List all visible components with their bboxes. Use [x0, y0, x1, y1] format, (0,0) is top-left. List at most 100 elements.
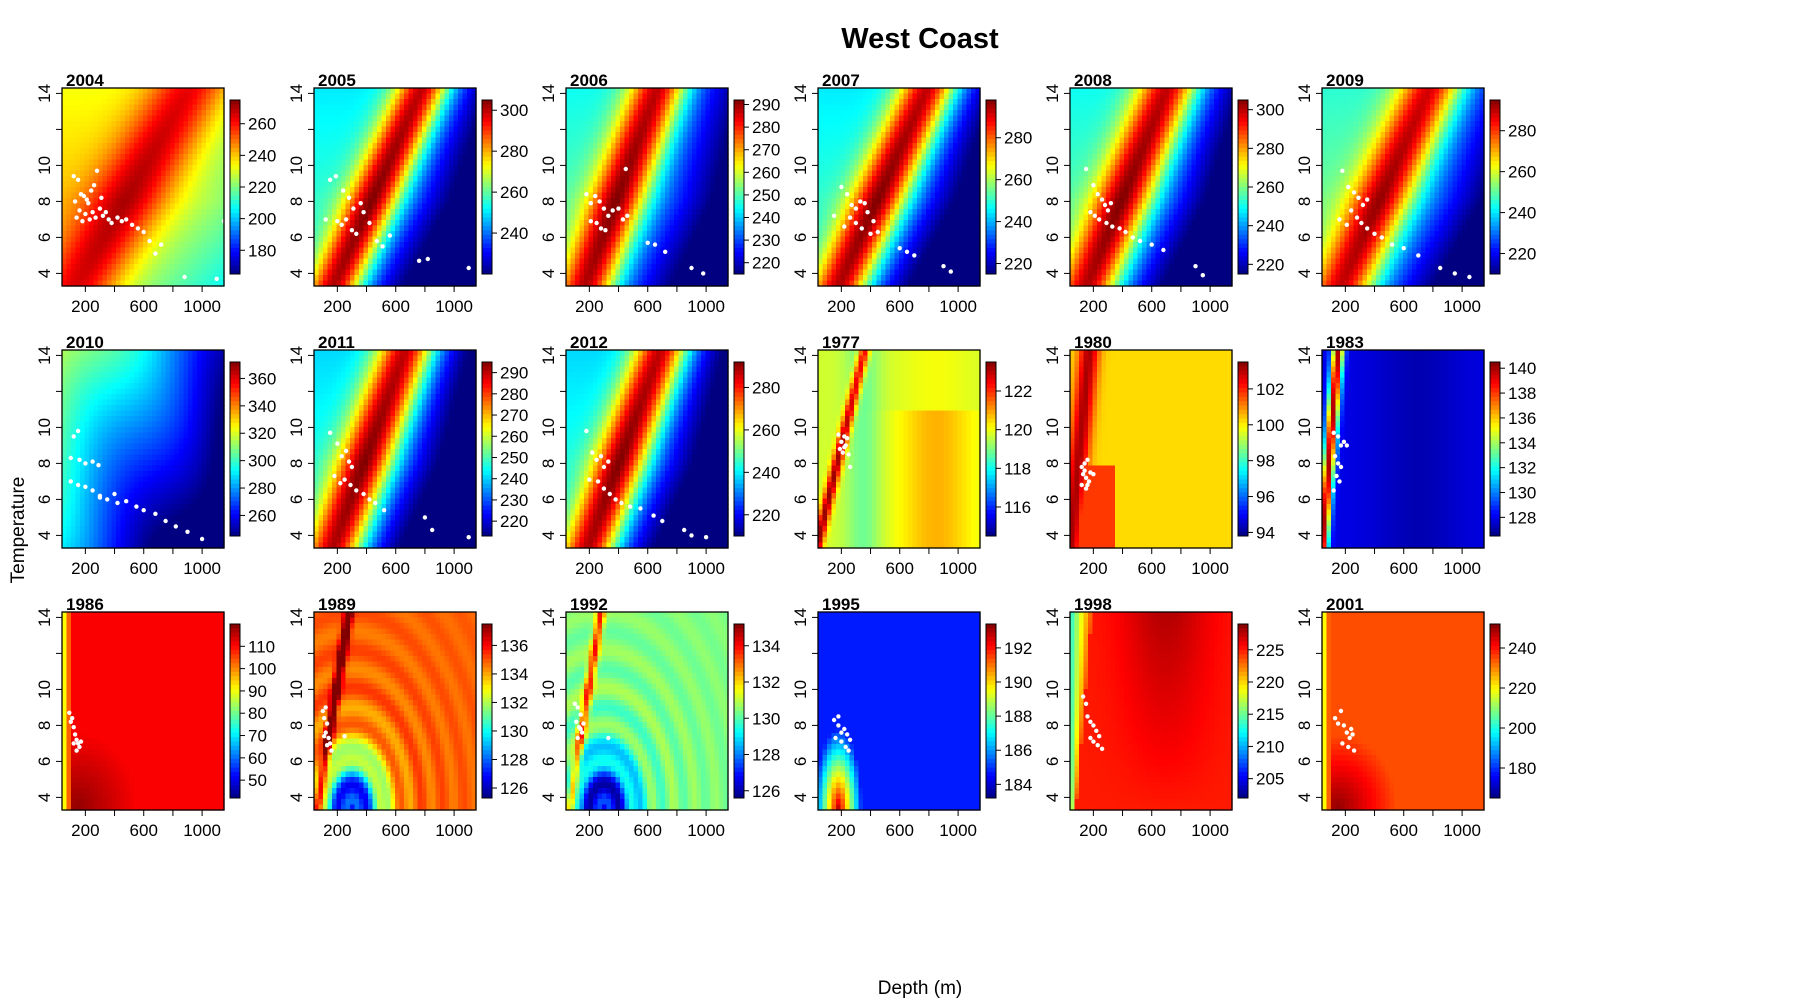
data-point: [83, 212, 87, 216]
colorbar-segment: [482, 178, 492, 183]
colorbar-segment: [482, 506, 492, 511]
colorbar-tick-label: 132: [500, 693, 528, 712]
colorbar-segment: [230, 458, 240, 463]
colorbar-segment: [734, 466, 744, 471]
colorbar-segment: [1238, 257, 1248, 262]
colorbar-segment: [734, 628, 744, 633]
colorbar-segment: [734, 362, 744, 367]
colorbar-segment: [1238, 501, 1248, 506]
data-point: [912, 253, 916, 257]
colorbar-tick-label: 360: [248, 369, 276, 388]
colorbar-segment: [230, 226, 240, 231]
x-tick-label: 200: [575, 821, 603, 840]
colorbar-segment: [230, 471, 240, 476]
data-point: [1438, 266, 1442, 270]
colorbar-segment: [230, 157, 240, 162]
colorbar-segment: [482, 135, 492, 140]
colorbar-segment: [1238, 527, 1248, 532]
heatmap-cells: [1070, 350, 1233, 549]
data-point: [69, 456, 73, 460]
colorbar-segment: [230, 196, 240, 201]
colorbar-segment: [986, 436, 996, 441]
colorbar-segment: [230, 689, 240, 694]
data-point: [1352, 748, 1356, 752]
colorbar-segment: [230, 231, 240, 236]
colorbar-segment: [734, 479, 744, 484]
colorbar-segment: [230, 139, 240, 144]
colorbar-segment: [482, 484, 492, 489]
colorbar-segment: [1490, 506, 1500, 511]
colorbar-segment: [230, 493, 240, 498]
data-point: [83, 461, 87, 465]
colorbar-segment: [1238, 187, 1248, 192]
colorbar-segment: [986, 375, 996, 380]
colorbar-segment: [1490, 204, 1500, 209]
colorbar-segment: [1490, 231, 1500, 236]
data-point: [606, 214, 610, 218]
y-tick-label: 6: [1295, 495, 1314, 504]
colorbar-tick-label: 290: [500, 364, 528, 383]
colorbar-segment: [986, 204, 996, 209]
data-point: [1150, 242, 1154, 246]
colorbar-segment: [1490, 746, 1500, 751]
colorbar-segment: [1490, 148, 1500, 153]
data-point: [124, 499, 128, 503]
colorbar-segment: [1490, 484, 1500, 489]
data-point: [1336, 721, 1340, 725]
colorbar-segment: [482, 174, 492, 179]
colorbar-segment: [986, 406, 996, 411]
data-point: [1096, 743, 1100, 747]
colorbar-segment: [230, 440, 240, 445]
colorbar-segment: [734, 165, 744, 170]
data-point: [1345, 443, 1349, 447]
colorbar-segment: [1490, 681, 1500, 686]
colorbar-tick-label: 220: [1508, 679, 1536, 698]
colorbar-segment: [1490, 659, 1500, 664]
data-point: [574, 720, 578, 724]
colorbar-segment: [1238, 126, 1248, 131]
colorbar-segment: [482, 763, 492, 768]
colorbar-segment: [734, 244, 744, 249]
data-point: [67, 711, 71, 715]
colorbar-segment: [1238, 104, 1248, 109]
colorbar-segment: [230, 711, 240, 716]
colorbar-segment: [734, 100, 744, 105]
colorbar-segment: [986, 646, 996, 651]
colorbar-segment: [230, 720, 240, 725]
x-tick-label: 1000: [1191, 297, 1229, 316]
colorbar-segment: [230, 265, 240, 270]
data-point: [73, 732, 77, 736]
x-tick-label: 200: [1079, 559, 1107, 578]
data-point: [1088, 720, 1092, 724]
colorbar-segment: [1490, 707, 1500, 712]
colorbar-segment: [1238, 711, 1248, 716]
colorbar-segment: [1490, 109, 1500, 114]
colorbar-segment: [482, 213, 492, 218]
x-tick-label: 600: [130, 821, 158, 840]
colorbar-segment: [986, 217, 996, 222]
colorbar-segment: [1238, 130, 1248, 135]
x-tick-label: 200: [71, 297, 99, 316]
colorbar-segment: [1238, 488, 1248, 493]
y-tick-label: 14: [1295, 346, 1314, 365]
data-point: [120, 219, 124, 223]
x-tick-label: 600: [886, 821, 914, 840]
data-point: [704, 535, 708, 539]
colorbar-tick-label: 140: [1508, 359, 1536, 378]
colorbar-segment: [1490, 174, 1500, 179]
colorbar-segment: [734, 419, 744, 424]
colorbar-segment: [986, 458, 996, 463]
panel-title: 1980: [1074, 333, 1112, 352]
data-point: [1348, 736, 1352, 740]
colorbar-segment: [482, 737, 492, 742]
y-tick-label: 8: [539, 197, 558, 206]
data-point: [1161, 248, 1165, 252]
data-point: [844, 443, 848, 447]
colorbar-segment: [734, 117, 744, 122]
y-tick-label: 8: [1295, 197, 1314, 206]
colorbar-segment: [1490, 113, 1500, 118]
colorbar-segment: [1490, 265, 1500, 270]
colorbar-segment: [986, 702, 996, 707]
data-point: [868, 232, 872, 236]
